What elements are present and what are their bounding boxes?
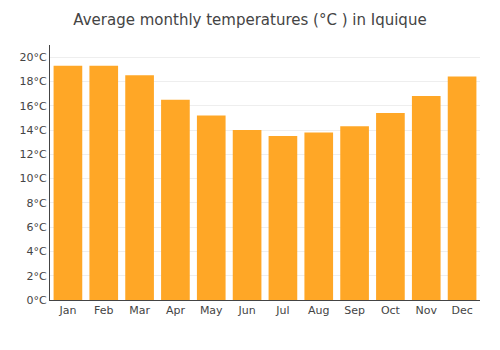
svg-text:Dec: Dec [451, 304, 472, 317]
svg-text:Feb: Feb [94, 304, 113, 317]
svg-text:12°C: 12°C [20, 148, 47, 161]
svg-text:18°C: 18°C [20, 75, 47, 88]
svg-text:Jun: Jun [237, 304, 255, 317]
svg-text:10°C: 10°C [20, 172, 47, 185]
svg-text:Oct: Oct [381, 304, 401, 317]
svg-text:Jul: Jul [275, 304, 289, 317]
svg-text:Aug: Aug [308, 304, 329, 317]
svg-text:Jan: Jan [58, 304, 76, 317]
svg-text:8°C: 8°C [27, 197, 47, 210]
svg-text:Mar: Mar [129, 304, 150, 317]
svg-text:2°C: 2°C [27, 270, 47, 283]
svg-text:16°C: 16°C [20, 100, 47, 113]
svg-text:Average monthly temperatures (: Average monthly temperatures (°C ) in Iq… [73, 11, 426, 29]
svg-text:4°C: 4°C [27, 245, 47, 258]
svg-text:14°C: 14°C [20, 124, 47, 137]
svg-text:0°C: 0°C [27, 294, 47, 307]
svg-text:Sep: Sep [344, 304, 365, 317]
svg-text:May: May [200, 304, 223, 317]
svg-text:Apr: Apr [166, 304, 186, 317]
svg-text:Nov: Nov [416, 304, 438, 317]
svg-text:20°C: 20°C [20, 51, 47, 64]
svg-text:6°C: 6°C [27, 221, 47, 234]
